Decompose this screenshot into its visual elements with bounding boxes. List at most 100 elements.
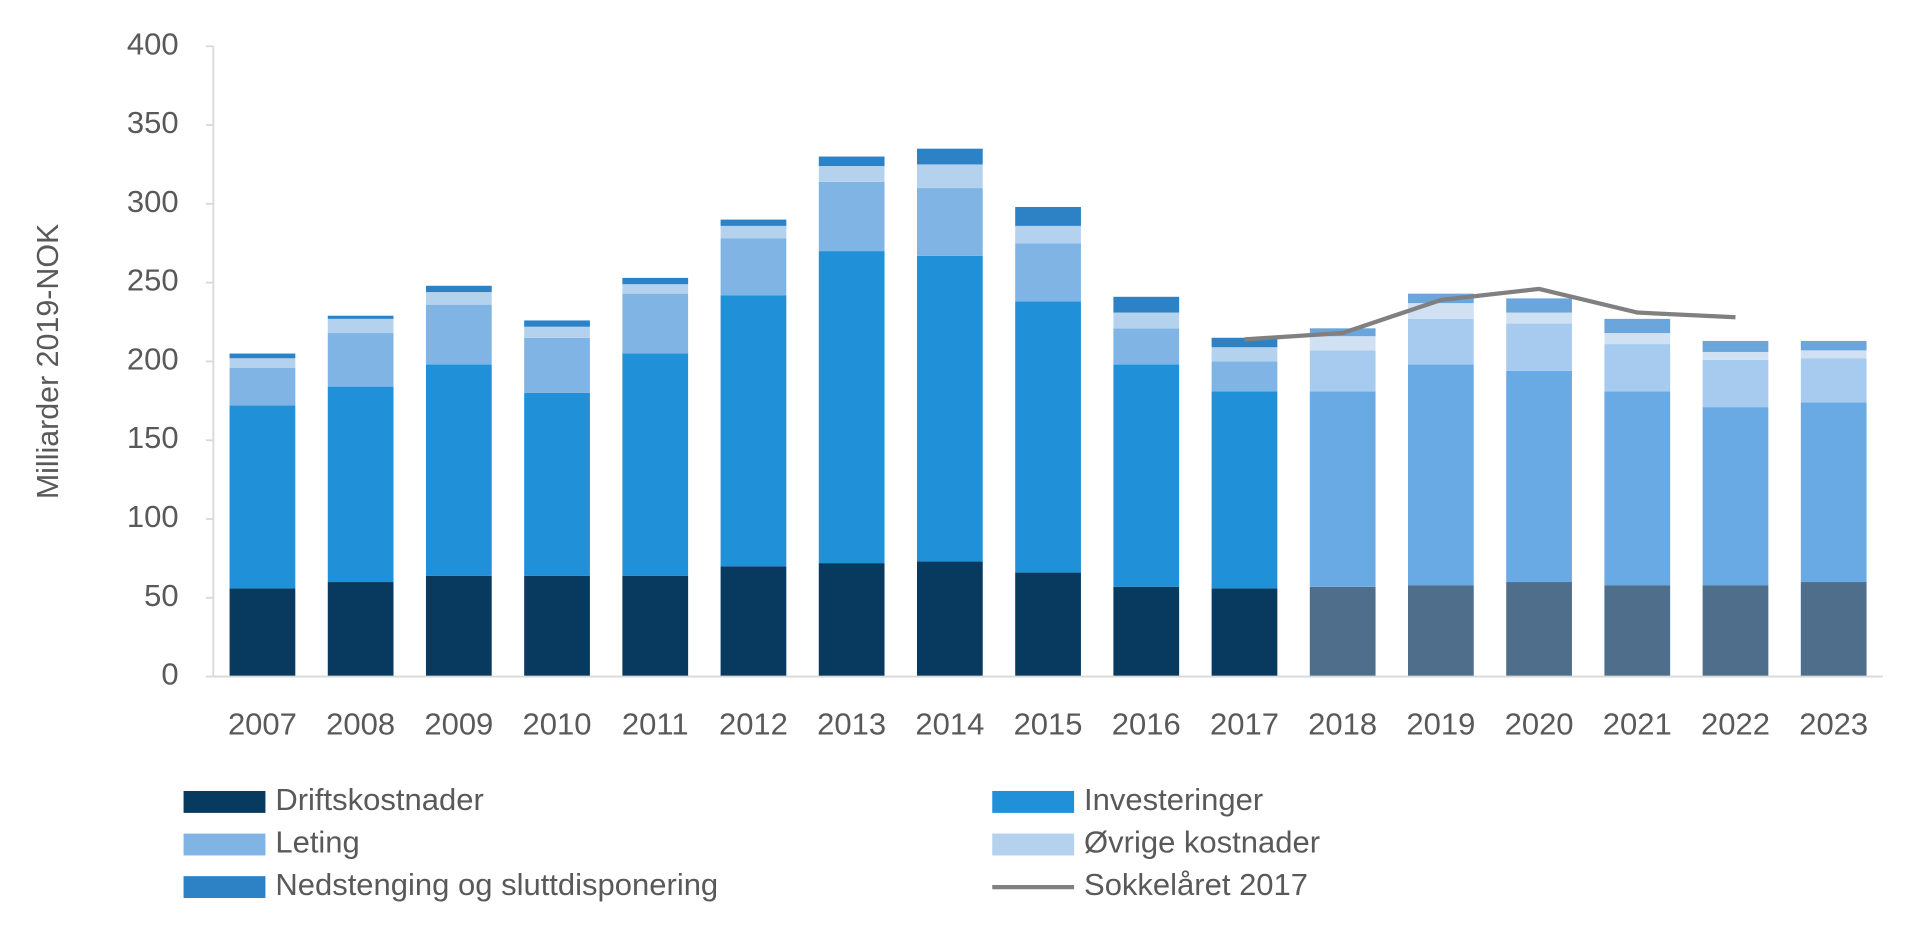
bar-segment [1309, 391, 1376, 587]
bar-segment [1113, 328, 1180, 365]
y-tick-label: 400 [127, 27, 179, 62]
bar-segment [327, 318, 394, 334]
bar-segment [1015, 206, 1081, 226]
bar-segment [1800, 402, 1867, 583]
y-tick-label: 250 [127, 263, 179, 298]
bar-segment [720, 238, 787, 296]
bar-segment [1113, 312, 1180, 329]
y-tick-label: 350 [127, 105, 179, 140]
bar-segment [720, 295, 787, 567]
bar-segment [1604, 333, 1671, 345]
bar-segment [1800, 582, 1867, 677]
bar-segment [1113, 364, 1180, 587]
bar-segment [1309, 336, 1376, 351]
y-tick-label: 50 [144, 578, 178, 613]
bar-segment [229, 367, 296, 406]
bar-segment [524, 326, 590, 338]
y-tick-label: 300 [127, 184, 179, 219]
bar-segment [1800, 340, 1867, 351]
x-tick-label: 2016 [1112, 707, 1181, 742]
x-tick-label: 2017 [1210, 707, 1279, 742]
bar-segment [818, 166, 885, 182]
bar-segment [1113, 296, 1180, 313]
bar-segment [1604, 344, 1671, 392]
bar-segment [818, 563, 885, 677]
bar-segment [1702, 340, 1769, 352]
bar-segment [916, 164, 983, 189]
bar-segment [1702, 585, 1769, 677]
bar-segment [720, 225, 787, 239]
x-tick-label: 2019 [1406, 707, 1475, 742]
bar-segment [524, 320, 590, 327]
legend-label: Øvrige kostnader [1084, 825, 1320, 860]
legend-label: Nedstenging og sluttdisponering [275, 867, 718, 902]
bar-segment [524, 337, 590, 393]
bar-segment [524, 575, 590, 677]
bar-segment [916, 255, 983, 562]
bar-segment [916, 561, 983, 677]
bar-segment [1604, 318, 1671, 334]
bar-segment [1604, 391, 1671, 586]
bar-segment [916, 188, 983, 256]
bar-segment [1211, 347, 1278, 362]
x-tick-label: 2013 [817, 707, 886, 742]
bar-segment [720, 219, 787, 226]
bar-segment [1800, 358, 1867, 403]
y-tick-label: 100 [127, 499, 179, 534]
x-tick-label: 2009 [424, 707, 493, 742]
bar-segment [1800, 350, 1867, 359]
x-tick-label: 2011 [622, 707, 689, 742]
bar-segment [425, 304, 492, 365]
bar-segment [327, 333, 394, 387]
bar-segment [425, 575, 492, 677]
bar-segment [1604, 585, 1671, 677]
bar-segment [1506, 582, 1572, 677]
y-tick-label: 200 [127, 342, 179, 377]
legend-swatch [183, 876, 266, 899]
bar-segment [818, 251, 885, 564]
legend-swatch [183, 833, 266, 856]
bar-segment [720, 566, 787, 677]
bar-segment [622, 353, 689, 576]
bar-segment [622, 575, 689, 677]
legend-label: Driftskostnader [275, 782, 483, 817]
bar-segment [1211, 588, 1278, 677]
bar-segment [1506, 370, 1572, 583]
x-tick-label: 2021 [1603, 707, 1672, 742]
legend-label: Leting [275, 825, 359, 860]
bar-segment [327, 315, 394, 319]
legend-label: Sokkelåret 2017 [1084, 867, 1308, 902]
bar-segment [229, 405, 296, 589]
bar-segment [1309, 586, 1376, 677]
line-series [1244, 286, 1736, 342]
bar-segment [818, 156, 885, 167]
x-tick-label: 2010 [523, 707, 592, 742]
bar-segment [229, 588, 296, 677]
x-tick-label: 2014 [915, 707, 984, 742]
bar-segment [524, 392, 590, 576]
bar-segment [1015, 243, 1081, 302]
bar-segment [327, 386, 394, 583]
y-tick-label: 150 [127, 421, 179, 456]
x-tick-label: 2015 [1014, 707, 1083, 742]
bar-segment [1506, 323, 1572, 371]
bar-segment [1211, 361, 1278, 392]
bar-segment [1113, 586, 1180, 677]
bar-segment [1408, 585, 1474, 677]
bar-segment [425, 364, 492, 576]
x-tick-label: 2007 [228, 707, 297, 742]
bar-segment [1211, 337, 1278, 348]
bar-segment [622, 277, 689, 285]
legend-label: Investeringer [1084, 782, 1263, 817]
bar-segment [622, 284, 689, 294]
x-tick-label: 2008 [326, 707, 395, 742]
bar-segment [229, 358, 296, 368]
legend-swatch [992, 833, 1075, 856]
y-tick-label: 0 [161, 657, 178, 692]
x-tick-label: 2023 [1799, 707, 1868, 742]
bar-segment [425, 285, 492, 293]
bar-segment [622, 293, 689, 354]
bar-segment [1408, 318, 1474, 365]
x-tick-label: 2022 [1701, 707, 1770, 742]
